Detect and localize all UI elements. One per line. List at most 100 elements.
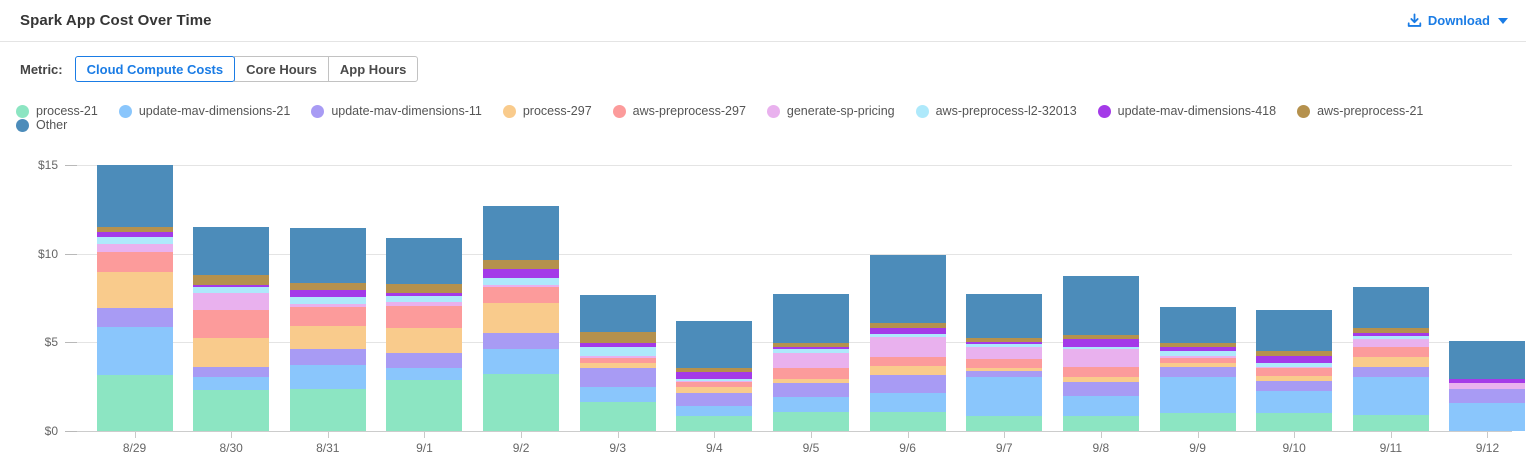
bar-9-8[interactable] [1062,276,1139,431]
bar-segment-process-21-9-5[interactable] [772,411,849,431]
bar-segment-process-297-9-1[interactable] [386,328,463,354]
bar-segment-process-297-8-30[interactable] [193,338,270,367]
bar-9-5[interactable] [772,293,849,431]
bar-segment-process-21-9-7[interactable] [966,415,1043,431]
bar-segment-update-mav-dimensions-418-9-6[interactable] [869,328,946,335]
bar-segment-aws-preprocess-l2-32013-8-29[interactable] [96,236,173,245]
bar-segment-update-mav-dimensions-21-9-6[interactable] [869,392,946,412]
bar-segment-aws-preprocess-l2-32013-9-6[interactable] [869,334,946,338]
bar-segment-update-mav-dimensions-418-8-29[interactable] [96,232,173,237]
bar-segment-other-8-29[interactable] [96,165,173,227]
bar-9-7[interactable] [966,294,1043,431]
bar-segment-aws-preprocess-297-9-3[interactable] [579,358,656,363]
bar-segment-update-mav-dimensions-418-9-9[interactable] [1159,347,1236,351]
legend-item-aws-preprocess-l2-32013[interactable]: aws-preprocess-l2-32013 [915,104,1077,118]
bar-segment-aws-preprocess-297-8-31[interactable] [289,306,366,327]
bar-segment-update-mav-dimensions-21-8-29[interactable] [96,326,173,375]
bar-segment-update-mav-dimensions-11-9-5[interactable] [772,383,849,397]
bar-segment-update-mav-dimensions-418-9-11[interactable] [1352,332,1429,337]
bar-segment-aws-preprocess-297-9-5[interactable] [772,368,849,380]
bar-segment-update-mav-dimensions-21-9-11[interactable] [1352,377,1429,416]
bar-segment-update-mav-dimensions-21-9-7[interactable] [966,377,1043,416]
bar-segment-update-mav-dimensions-11-8-30[interactable] [193,366,270,377]
bar-segment-update-mav-dimensions-21-9-1[interactable] [386,368,463,380]
bar-segment-update-mav-dimensions-21-9-4[interactable] [676,406,753,416]
bar-segment-aws-preprocess-21-9-11[interactable] [1352,328,1429,333]
bar-segment-update-mav-dimensions-11-9-3[interactable] [579,368,656,388]
bar-segment-process-297-9-6[interactable] [869,365,946,375]
bar-segment-update-mav-dimensions-418-9-5[interactable] [772,346,849,349]
bar-segment-process-21-9-9[interactable] [1159,412,1236,431]
bar-segment-other-9-11[interactable] [1352,286,1429,329]
bar-segment-process-297-9-5[interactable] [772,379,849,384]
bar-segment-aws-preprocess-297-9-10[interactable] [1256,367,1333,377]
bar-segment-generate-sp-pricing-8-31[interactable] [289,304,366,307]
bar-segment-process-21-9-6[interactable] [869,411,946,431]
bar-9-2[interactable] [483,206,560,431]
bar-segment-process-297-9-8[interactable] [1062,377,1139,382]
bar-segment-update-mav-dimensions-11-9-10[interactable] [1256,380,1333,391]
bar-segment-update-mav-dimensions-418-9-4[interactable] [676,371,753,380]
bar-segment-update-mav-dimensions-11-9-7[interactable] [966,370,1043,378]
bar-segment-process-21-8-29[interactable] [96,374,173,431]
bar-segment-generate-sp-pricing-9-9[interactable] [1159,356,1236,359]
bar-segment-aws-preprocess-297-8-29[interactable] [96,251,173,272]
bar-segment-aws-preprocess-21-9-6[interactable] [869,323,946,329]
bar-segment-aws-preprocess-21-9-3[interactable] [579,332,656,343]
bar-segment-aws-preprocess-21-9-9[interactable] [1159,342,1236,348]
bar-segment-process-297-9-9[interactable] [1159,362,1236,367]
bar-segment-update-mav-dimensions-418-9-8[interactable] [1062,339,1139,348]
bar-9-10[interactable] [1256,310,1333,431]
bar-segment-update-mav-dimensions-11-9-8[interactable] [1062,381,1139,397]
bar-segment-update-mav-dimensions-11-9-11[interactable] [1352,366,1429,378]
bar-segment-aws-preprocess-297-9-6[interactable] [869,357,946,366]
bar-segment-update-mav-dimensions-21-9-2[interactable] [483,349,560,375]
bar-segment-aws-preprocess-l2-32013-8-31[interactable] [289,296,366,305]
bar-segment-aws-preprocess-l2-32013-9-3[interactable] [579,347,656,357]
bar-segment-aws-preprocess-l2-32013-9-2[interactable] [483,278,560,285]
bar-segment-update-mav-dimensions-418-9-7[interactable] [966,341,1043,344]
bar-segment-aws-preprocess-297-9-9[interactable] [1159,358,1236,363]
bar-segment-aws-preprocess-21-8-29[interactable] [96,226,173,233]
bar-segment-update-mav-dimensions-11-9-4[interactable] [676,393,753,407]
bar-segment-update-mav-dimensions-418-9-2[interactable] [483,268,560,279]
legend-item-update-mav-dimensions-11[interactable]: update-mav-dimensions-11 [311,104,482,118]
bar-segment-aws-preprocess-297-8-30[interactable] [193,310,270,339]
download-button[interactable]: Download [1407,13,1508,28]
bar-segment-update-mav-dimensions-11-9-6[interactable] [869,374,946,393]
bar-segment-aws-preprocess-21-9-4[interactable] [676,368,753,372]
bar-segment-other-9-9[interactable] [1159,306,1236,343]
bar-segment-aws-preprocess-l2-32013-9-10[interactable] [1256,362,1333,367]
bar-8-30[interactable] [193,226,270,431]
bar-segment-generate-sp-pricing-8-29[interactable] [96,244,173,252]
bar-segment-update-mav-dimensions-418-9-12[interactable] [1449,379,1526,384]
bar-segment-update-mav-dimensions-21-9-8[interactable] [1062,396,1139,416]
bar-segment-aws-preprocess-297-9-7[interactable] [966,359,1043,369]
bar-segment-other-8-30[interactable] [193,226,270,276]
bar-segment-other-9-12[interactable] [1449,340,1526,380]
legend-item-update-mav-dimensions-418[interactable]: update-mav-dimensions-418 [1097,104,1276,118]
bar-segment-other-9-4[interactable] [676,321,753,369]
bar-segment-aws-preprocess-l2-32013-8-30[interactable] [193,287,270,294]
bar-segment-aws-preprocess-21-9-8[interactable] [1062,335,1139,340]
bar-segment-update-mav-dimensions-11-9-1[interactable] [386,353,463,369]
bar-segment-aws-preprocess-21-8-30[interactable] [193,275,270,286]
legend-item-process-297[interactable]: process-297 [502,104,592,118]
bar-segment-aws-preprocess-21-9-5[interactable] [772,342,849,347]
bar-9-12[interactable] [1449,340,1526,431]
bar-segment-generate-sp-pricing-9-5[interactable] [772,352,849,369]
bar-segment-other-9-7[interactable] [966,294,1043,338]
bar-segment-aws-preprocess-297-9-4[interactable] [676,382,753,388]
legend-item-aws-preprocess-21[interactable]: aws-preprocess-21 [1297,104,1423,118]
bar-9-9[interactable] [1159,306,1236,431]
bar-segment-process-297-9-10[interactable] [1256,376,1333,381]
bar-segment-generate-sp-pricing-9-8[interactable] [1062,349,1139,367]
bar-segment-aws-preprocess-297-9-11[interactable] [1352,346,1429,358]
bar-segment-generate-sp-pricing-9-12[interactable] [1449,383,1526,390]
bar-segment-aws-preprocess-21-9-7[interactable] [966,337,1043,342]
legend-item-update-mav-dimensions-21[interactable]: update-mav-dimensions-21 [118,104,290,118]
bar-segment-generate-sp-pricing-9-6[interactable] [869,337,946,358]
bar-segment-other-9-3[interactable] [579,295,656,333]
legend-item-aws-preprocess-297[interactable]: aws-preprocess-297 [612,104,746,118]
bar-segment-update-mav-dimensions-21-8-31[interactable] [289,365,366,390]
